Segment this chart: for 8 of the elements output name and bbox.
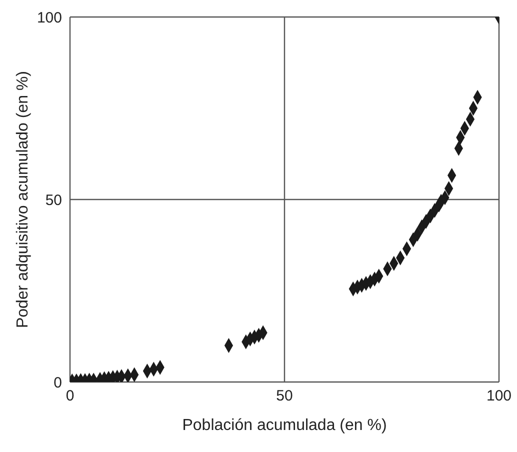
x-tick-label: 100 xyxy=(486,388,512,405)
x-axis-title: Población acumulada (en %) xyxy=(182,417,387,434)
x-tick-label: 0 xyxy=(66,388,74,405)
y-tick-label: 100 xyxy=(36,9,62,26)
x-tick-label: 50 xyxy=(276,388,293,405)
y-tick-label: 50 xyxy=(45,192,62,209)
y-tick-label: 0 xyxy=(54,374,62,392)
y-axis-title: Poder adquisitivo acumulado (en %) xyxy=(14,70,32,328)
